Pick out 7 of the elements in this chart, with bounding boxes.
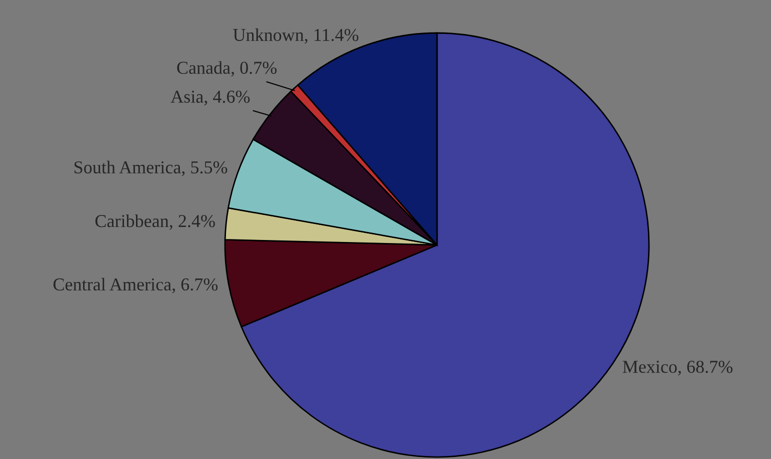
slice-label: Canada, 0.7% <box>177 61 277 76</box>
slice-label: Asia, 4.6% <box>170 90 250 106</box>
slice-label: Central America, 6.7% <box>53 278 218 294</box>
slice-label: South America, 5.5% <box>74 160 228 176</box>
slice-label: Unknown, 11.4% <box>233 28 358 44</box>
slice-label: Caribbean, 2.4% <box>95 214 215 230</box>
slice-label: Mexico, 68.7% <box>622 360 732 376</box>
